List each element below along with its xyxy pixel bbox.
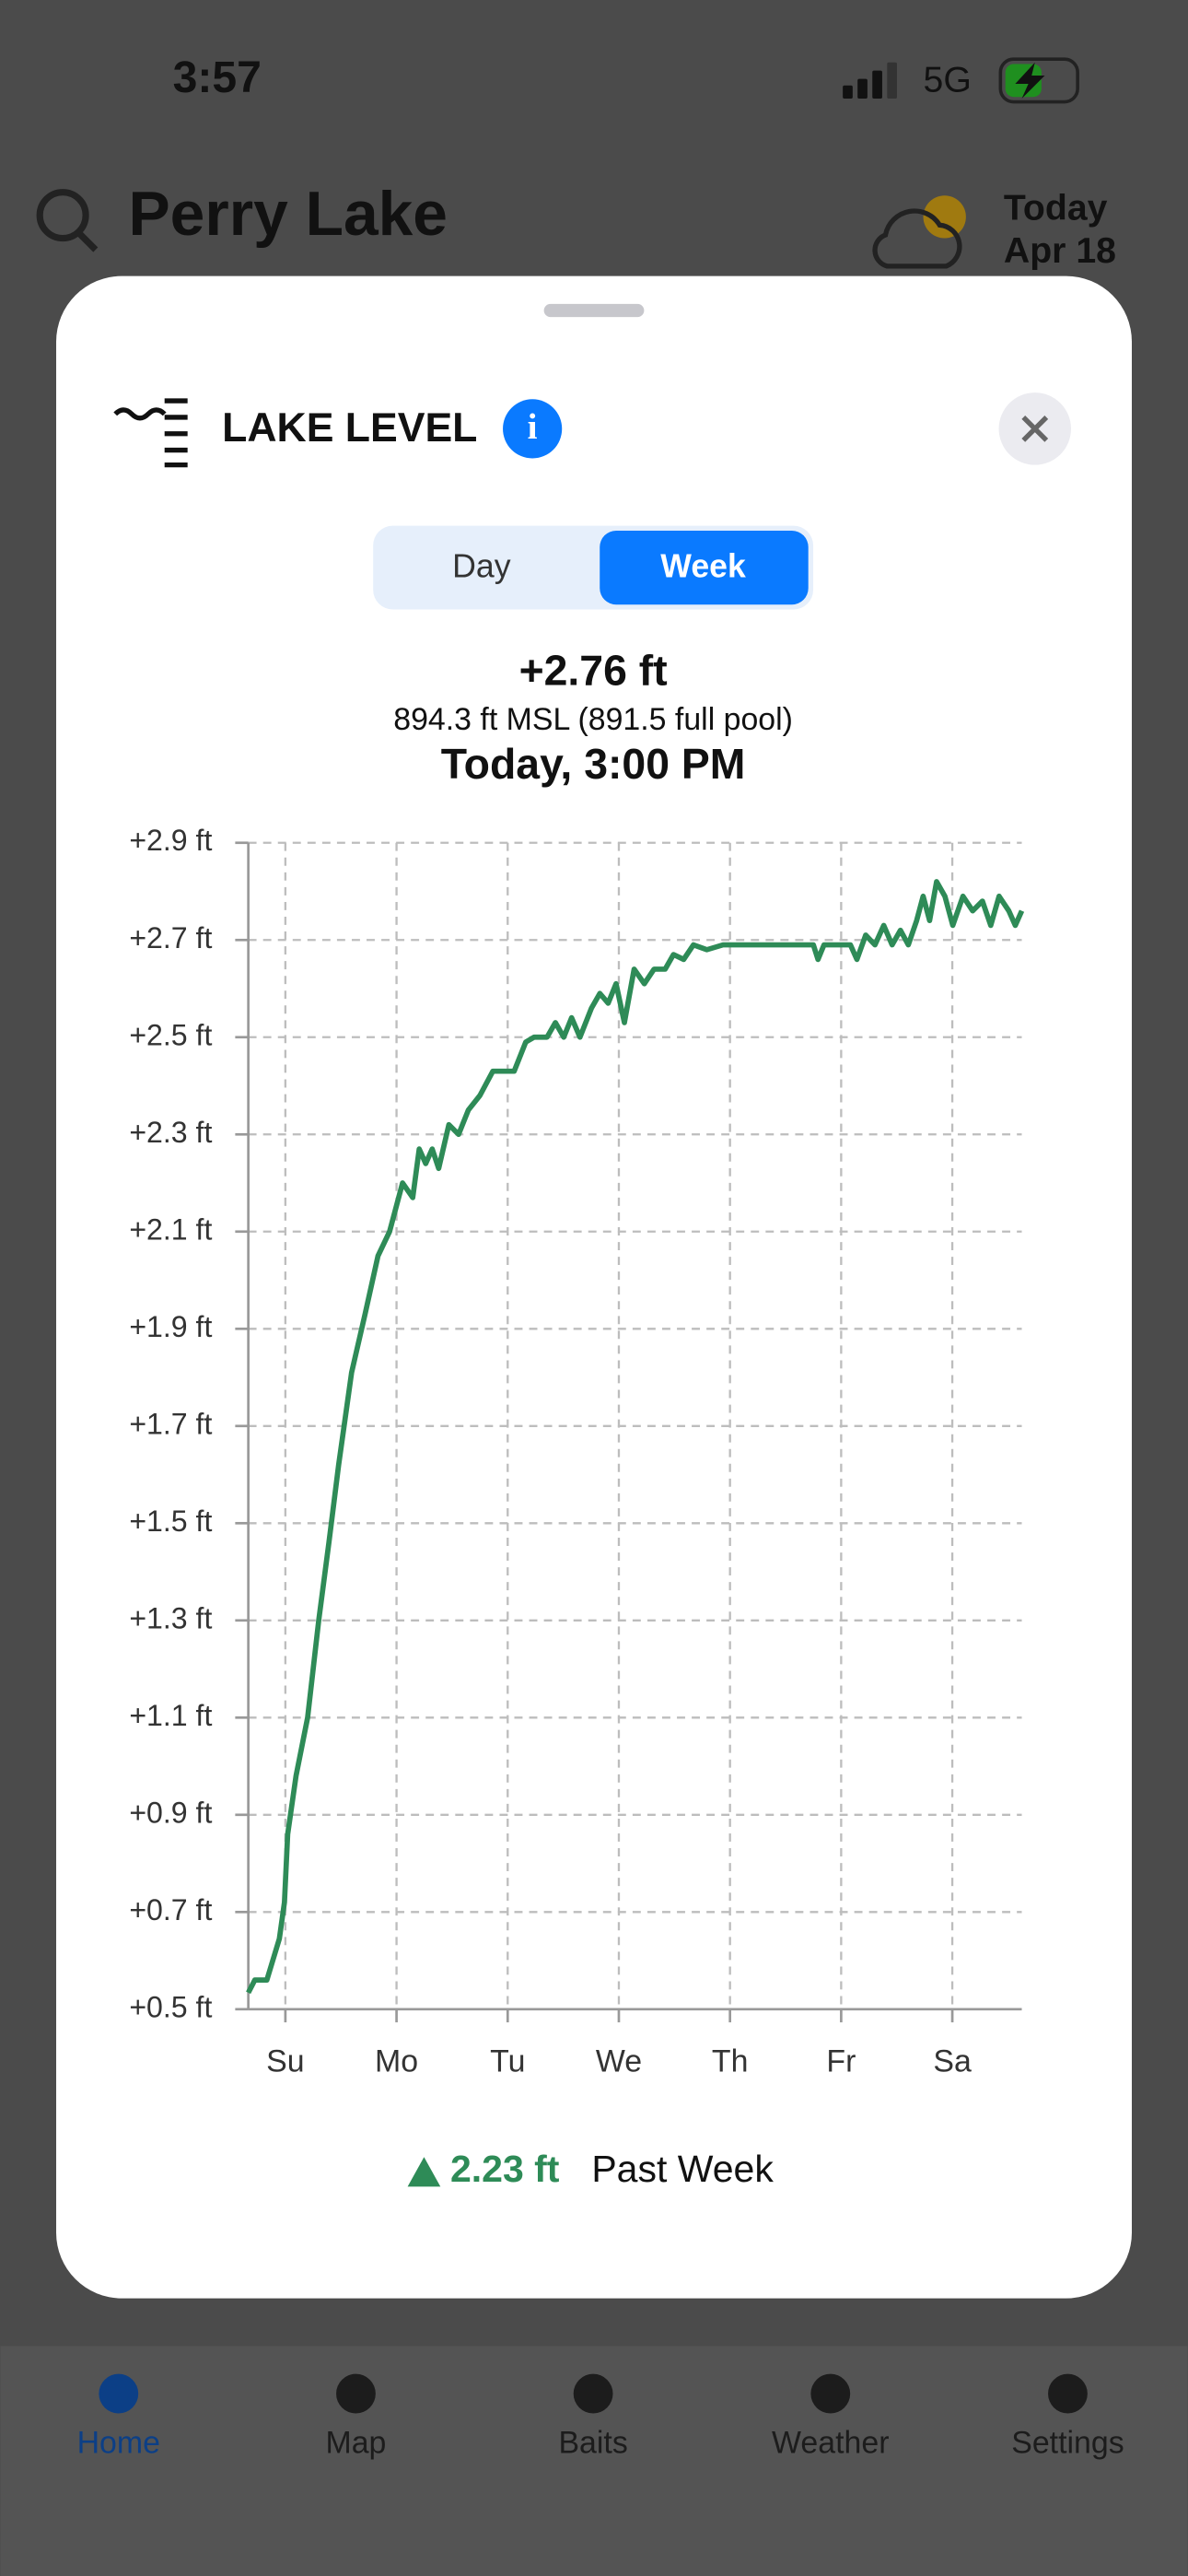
readout-time: Today, 3:00 PM (441, 740, 746, 788)
tab-selected-bg[interactable] (600, 530, 809, 605)
tab-label[interactable]: Week (660, 547, 746, 584)
info-glyph: i (528, 407, 538, 447)
weather-icon (872, 195, 966, 269)
x-tick-label: Tu (490, 2044, 525, 2079)
battery-icon (998, 57, 1079, 104)
readout-change: +2.76 ft (519, 646, 668, 694)
date-day: Apr 18 (1004, 230, 1116, 271)
search-icon-handle (76, 230, 99, 252)
y-tick-label: +2.7 ft (129, 921, 212, 954)
x-tick-label: Su (266, 2044, 304, 2079)
y-tick-label: +0.9 ft (129, 1796, 212, 1829)
summary-change: 2.23 ft (450, 2148, 560, 2190)
readout-elevation: 894.3 ft MSL (891.5 full pool) (393, 702, 793, 737)
date-today: Today (1004, 188, 1108, 228)
y-tick-label: +1.3 ft (129, 1601, 212, 1634)
nav-label[interactable]: Map (325, 2425, 386, 2460)
nav-icon[interactable] (1048, 2373, 1088, 2414)
y-tick-label: +1.5 ft (129, 1505, 212, 1538)
x-tick-label: We (596, 2044, 642, 2079)
nav-icon[interactable] (99, 2373, 139, 2414)
y-tick-label: +1.9 ft (129, 1310, 212, 1343)
y-tick-label: +1.7 ft (129, 1407, 212, 1440)
y-tick-label: +0.5 ft (129, 1990, 212, 2023)
nav-icon[interactable] (573, 2373, 613, 2414)
y-tick-label: +2.1 ft (129, 1212, 212, 1246)
y-tick-label: +0.7 ft (129, 1893, 212, 1926)
x-tick-label: Mo (375, 2044, 418, 2079)
close-glyph (1021, 416, 1049, 442)
nav-icon[interactable] (336, 2373, 376, 2414)
nav-label[interactable]: Baits (558, 2425, 627, 2460)
nav-icon[interactable] (810, 2373, 851, 2414)
tab-label[interactable]: Day (452, 547, 511, 584)
nav-label[interactable]: Weather (772, 2425, 889, 2460)
sheet-title: LAKE LEVEL (222, 405, 477, 451)
status-time: 3:57 (173, 53, 262, 102)
x-tick-label: Th (712, 2044, 749, 2079)
search-icon[interactable] (36, 189, 89, 242)
nav-label[interactable]: Settings (1011, 2425, 1124, 2460)
y-tick-label: +2.9 ft (129, 824, 212, 857)
level-line (246, 879, 1025, 1995)
y-tick-label: +2.5 ft (129, 1018, 212, 1051)
y-tick-label: +2.3 ft (129, 1116, 212, 1149)
y-tick-label: +1.1 ft (129, 1699, 212, 1732)
sheet-handle[interactable] (543, 303, 645, 318)
chart: +0.5 ft +0.7 ft +0.9 ft +1.1 ft +1.3 ft +1.5 … (129, 824, 1025, 2079)
x-tick-label: Sa (933, 2044, 972, 2079)
network-label: 5G (924, 60, 972, 100)
up-arrow (407, 2157, 441, 2187)
nav-label[interactable]: Home (77, 2425, 160, 2460)
sheet (56, 275, 1132, 2299)
info-button[interactable] (503, 399, 563, 459)
signal-icon (843, 62, 897, 99)
tabs: Day Week (452, 530, 809, 605)
x-tick-label: Fr (826, 2044, 856, 2079)
summary-period: Past Week (591, 2148, 774, 2190)
nav-items: Home Map Baits Weather Settings (77, 2373, 1124, 2460)
lake-level-icon (113, 398, 188, 468)
lake-title: Perry Lake (128, 180, 448, 249)
